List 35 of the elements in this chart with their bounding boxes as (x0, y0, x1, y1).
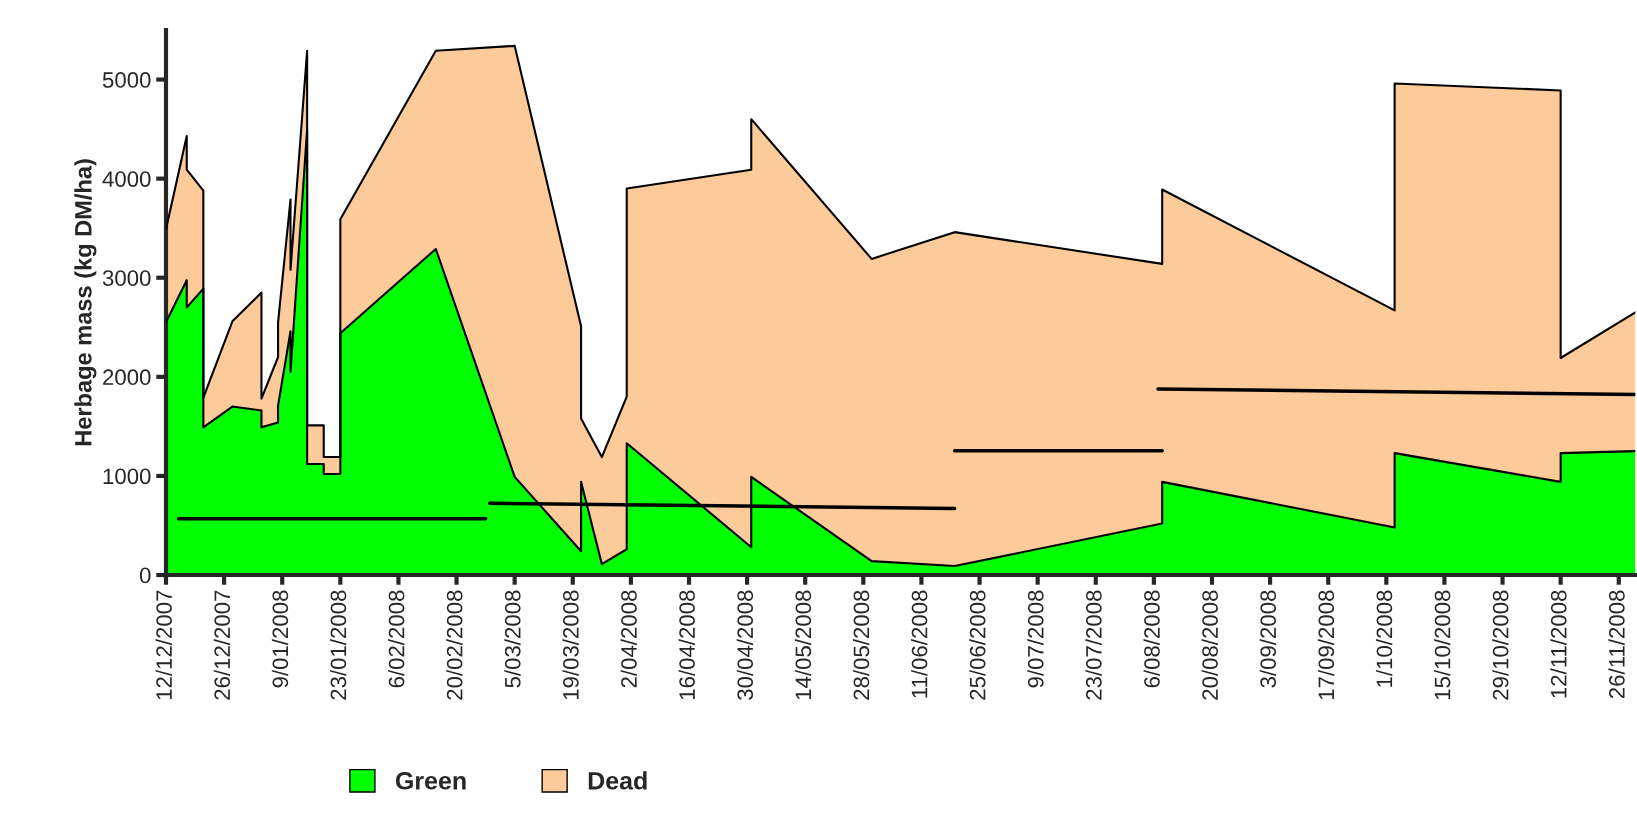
x-tick-label: 17/09/2008 (1317, 590, 1335, 700)
x-tick-label: 23/01/2008 (329, 590, 347, 700)
legend-label: Green (395, 771, 466, 790)
y-tick-label: 3000 (102, 270, 151, 286)
x-tick-label: 6/08/2008 (1143, 590, 1160, 688)
x-tick-label: 23/07/2008 (1085, 590, 1102, 700)
x-tick-label: 29/10/2008 (1492, 590, 1509, 700)
x-tick-label: 1/10/2008 (1375, 590, 1393, 687)
x-tick-label: 25/06/2008 (969, 590, 986, 700)
x-tick-label: 2/04/2008 (620, 590, 637, 688)
y-tick-label: 1000 (103, 468, 151, 485)
x-tick-label: 28/05/2008 (852, 590, 870, 700)
y-axis-title: Herbage mass (kg DM/ha) (74, 159, 97, 446)
x-tick-label: 20/02/2008 (446, 590, 463, 700)
x-tick-label: 19/03/2008 (562, 590, 579, 700)
y-tick-label: 2000 (103, 369, 151, 386)
y-tick-label: 0 (139, 567, 151, 584)
y-tick-label: 4000 (102, 171, 151, 187)
x-tick-label: 11/06/2008 (911, 590, 928, 698)
x-tick-label: 6/02/2008 (388, 590, 405, 688)
x-tick-label: 14/05/2008 (794, 590, 812, 700)
legend-label: Dead (588, 771, 647, 790)
x-tick-label: 26/12/2007 (213, 590, 231, 700)
x-tick-label: 5/03/2008 (504, 590, 521, 688)
x-tick-label: 3/09/2008 (1259, 590, 1277, 688)
x-tick-label: 15/10/2008 (1434, 590, 1451, 700)
x-tick-label: 30/04/2008 (736, 590, 754, 700)
x-tick-label: 12/12/2007 (155, 590, 172, 700)
x-tick-label: 26/11/2008 (1608, 590, 1625, 699)
x-tick-label: 20/08/2008 (1201, 590, 1218, 700)
x-tick-label: 9/01/2008 (271, 590, 289, 688)
x-tick-label: 9/07/2008 (1027, 590, 1044, 688)
x-tick-label: 16/04/2008 (678, 590, 695, 700)
y-tick-label: 5000 (102, 72, 151, 88)
x-tick-label: 12/11/2008 (1550, 590, 1567, 698)
